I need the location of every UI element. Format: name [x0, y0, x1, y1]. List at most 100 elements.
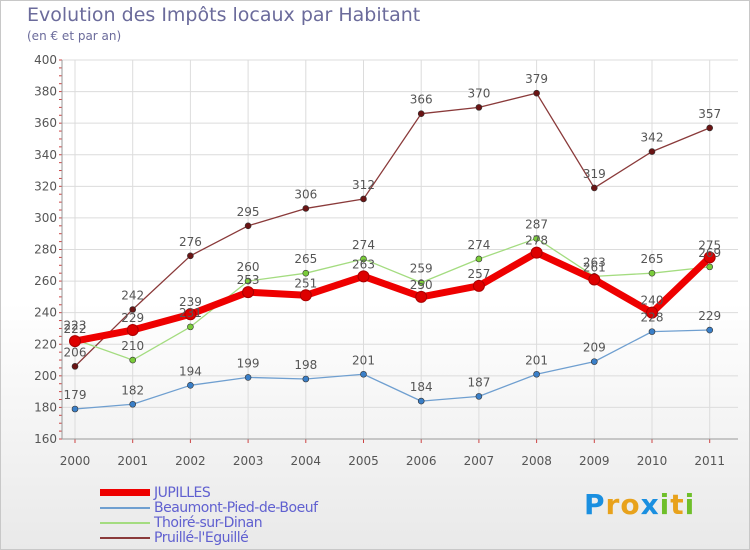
data-point: [475, 104, 483, 111]
data-label: 275: [698, 238, 721, 252]
data-label: 342: [641, 131, 664, 145]
legend-item: JUPILLES: [100, 485, 318, 501]
data-label: 319: [583, 167, 606, 181]
data-point: [299, 289, 312, 302]
series-line: [74, 237, 711, 361]
series-line: [71, 249, 714, 345]
data-label: 179: [64, 388, 87, 402]
data-point: [706, 326, 714, 334]
data-label: 184: [410, 380, 433, 394]
data-point: [590, 184, 598, 192]
series-line: [74, 329, 711, 410]
data-label: 210: [121, 339, 144, 353]
chart-title: Evolution des Impôts locaux par Habitant: [27, 4, 421, 26]
legend-swatch-jupilles: [100, 489, 150, 496]
data-point: [244, 374, 252, 381]
y-tick-label: 360: [34, 116, 57, 130]
y-tick-label: 220: [34, 337, 57, 351]
data-point: [530, 246, 543, 259]
data-label: 222: [64, 322, 87, 336]
data-point: [360, 195, 367, 203]
data-point: [475, 393, 483, 400]
data-point: [360, 255, 367, 263]
data-point: [187, 382, 194, 389]
x-tick-label: 2003: [233, 454, 264, 468]
data-label: 231: [179, 306, 202, 320]
data-point: [187, 252, 194, 260]
data-point: [129, 400, 136, 408]
data-label: 209: [583, 341, 606, 355]
legend-item: Thoiré-sur-Dinan: [100, 514, 318, 531]
data-point: [71, 363, 79, 370]
y-tick-label: 280: [34, 243, 57, 257]
legend-label-pruille: Pruillé-l'Eguillé: [154, 529, 249, 546]
data-label: 251: [294, 276, 317, 290]
logo-letter: P: [584, 488, 606, 521]
data-label: 269: [698, 246, 721, 260]
legend-swatch-thoire: [100, 521, 150, 524]
data-label: 312: [352, 178, 375, 192]
logo-letter: i: [684, 488, 696, 521]
data-point: [533, 89, 540, 97]
x-tick-label: 2005: [348, 454, 379, 468]
data-point: [129, 306, 136, 313]
data-label: 223: [64, 319, 87, 333]
logo-letter: x: [640, 488, 660, 521]
data-point: [187, 323, 194, 331]
data-label: 265: [294, 252, 317, 266]
data-point: [533, 235, 540, 242]
legend: JUPILLES Beaumont-Pied-de-Boeuf Thoiré-s…: [100, 485, 318, 546]
logo-letter: i: [659, 488, 671, 521]
data-point: [242, 286, 255, 299]
x-tick-label: 2006: [406, 454, 437, 468]
data-label: 187: [467, 375, 490, 389]
x-tick-label: 2002: [175, 454, 206, 468]
x-tick-label: 2001: [117, 454, 148, 468]
y-tick-label: 380: [34, 85, 57, 99]
data-point: [648, 269, 656, 277]
data-label: 228: [641, 311, 664, 325]
proxiti-logo: Proxiti: [584, 488, 695, 521]
data-label: 229: [698, 309, 721, 323]
data-point: [417, 110, 425, 117]
y-tick-label: 240: [34, 306, 57, 320]
data-label: 239: [179, 295, 202, 309]
data-label: 201: [352, 353, 375, 367]
data-label: 370: [467, 86, 490, 100]
x-tick-label: 2000: [60, 454, 91, 468]
data-label: 259: [410, 262, 433, 276]
y-tick-label: 160: [34, 432, 57, 446]
y-tick-label: 400: [34, 53, 57, 67]
data-label: 287: [525, 217, 548, 231]
data-point: [472, 279, 485, 292]
data-label: 276: [179, 235, 202, 249]
x-tick-label: 2009: [579, 454, 610, 468]
y-tick-label: 320: [34, 179, 57, 193]
data-point: [417, 279, 425, 286]
y-tick-label: 300: [34, 211, 57, 225]
data-label: 253: [237, 273, 260, 287]
data-label: 242: [121, 289, 144, 303]
data-label: 379: [525, 72, 548, 86]
data-label: 366: [410, 93, 433, 107]
data-point: [184, 308, 197, 321]
data-label: 199: [237, 356, 260, 370]
data-point: [415, 290, 428, 303]
data-label: 357: [698, 107, 721, 121]
data-point: [302, 205, 310, 212]
data-point: [244, 277, 252, 285]
y-tick-label: 200: [34, 369, 57, 383]
x-tick-label: 2004: [291, 454, 322, 468]
data-point: [590, 358, 598, 365]
legend-label-thoire: Thoiré-sur-Dinan: [154, 514, 263, 531]
legend-item: Pruillé-l'Eguillé: [100, 529, 318, 546]
data-label: 240: [641, 294, 664, 308]
data-point: [533, 370, 540, 378]
data-label: 261: [583, 261, 606, 275]
data-point: [244, 222, 252, 230]
data-label: 263: [352, 257, 375, 271]
data-label: 263: [583, 255, 606, 269]
legend-item: Beaumont-Pied-de-Boeuf: [100, 500, 318, 516]
data-label: 182: [121, 383, 144, 397]
